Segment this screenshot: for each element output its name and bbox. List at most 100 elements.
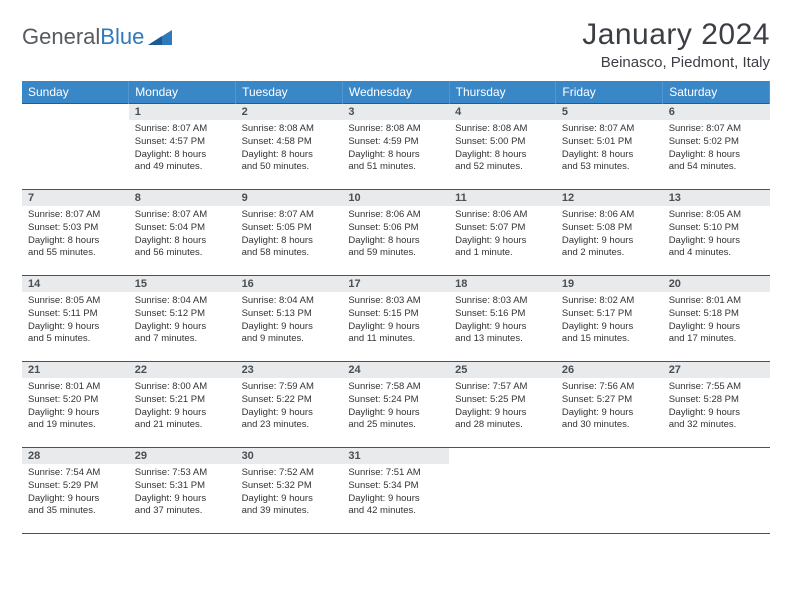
day-number: 9 [236, 190, 343, 206]
sunrise-text: Sunrise: 7:58 AM [348, 381, 443, 394]
logo-triangle-icon [148, 28, 172, 46]
day-data: Sunrise: 7:55 AMSunset: 5:28 PMDaylight:… [663, 378, 770, 436]
sunset-text: Sunset: 5:18 PM [669, 308, 764, 321]
day-number: 5 [556, 104, 663, 120]
calendar-week-row: 7Sunrise: 8:07 AMSunset: 5:03 PMDaylight… [22, 190, 770, 276]
day-data: Sunrise: 8:06 AMSunset: 5:07 PMDaylight:… [449, 206, 556, 264]
day-data: Sunrise: 8:01 AMSunset: 5:18 PMDaylight:… [663, 292, 770, 350]
day-number: 8 [129, 190, 236, 206]
sunrise-text: Sunrise: 8:07 AM [28, 209, 123, 222]
sunset-text: Sunset: 5:17 PM [562, 308, 657, 321]
day-data: Sunrise: 8:07 AMSunset: 5:03 PMDaylight:… [22, 206, 129, 264]
daylight-text: and 52 minutes. [455, 161, 550, 174]
day-number: 27 [663, 362, 770, 378]
daylight-text: and 15 minutes. [562, 333, 657, 346]
sunrise-text: Sunrise: 8:05 AM [669, 209, 764, 222]
calendar-cell: 23Sunrise: 7:59 AMSunset: 5:22 PMDayligh… [236, 362, 343, 448]
calendar-cell: 20Sunrise: 8:01 AMSunset: 5:18 PMDayligh… [663, 276, 770, 362]
day-data: Sunrise: 7:52 AMSunset: 5:32 PMDaylight:… [236, 464, 343, 522]
weekday-header: Saturday [663, 81, 770, 104]
calendar-cell: 28Sunrise: 7:54 AMSunset: 5:29 PMDayligh… [22, 448, 129, 534]
day-data: Sunrise: 8:01 AMSunset: 5:20 PMDaylight:… [22, 378, 129, 436]
day-data: Sunrise: 8:02 AMSunset: 5:17 PMDaylight:… [556, 292, 663, 350]
daylight-text: Daylight: 8 hours [455, 149, 550, 162]
sunrise-text: Sunrise: 8:04 AM [135, 295, 230, 308]
sunset-text: Sunset: 5:16 PM [455, 308, 550, 321]
daylight-text: Daylight: 8 hours [348, 235, 443, 248]
daylight-text: and 42 minutes. [348, 505, 443, 518]
daylight-text: Daylight: 9 hours [135, 493, 230, 506]
daylight-text: Daylight: 9 hours [562, 407, 657, 420]
day-data: Sunrise: 7:58 AMSunset: 5:24 PMDaylight:… [342, 378, 449, 436]
sunrise-text: Sunrise: 8:03 AM [348, 295, 443, 308]
daylight-text: and 50 minutes. [242, 161, 337, 174]
daylight-text: Daylight: 9 hours [562, 235, 657, 248]
calendar-cell: 3Sunrise: 8:08 AMSunset: 4:59 PMDaylight… [342, 104, 449, 190]
day-number: 31 [342, 448, 449, 464]
sunset-text: Sunset: 5:10 PM [669, 222, 764, 235]
calendar-cell: 11Sunrise: 8:06 AMSunset: 5:07 PMDayligh… [449, 190, 556, 276]
weekday-header: Wednesday [342, 81, 449, 104]
daylight-text: Daylight: 8 hours [242, 149, 337, 162]
day-number: 18 [449, 276, 556, 292]
day-number: 1 [129, 104, 236, 120]
sunset-text: Sunset: 5:27 PM [562, 394, 657, 407]
day-number: 29 [129, 448, 236, 464]
day-number: 23 [236, 362, 343, 378]
daylight-text: Daylight: 9 hours [242, 493, 337, 506]
calendar-week-row: 14Sunrise: 8:05 AMSunset: 5:11 PMDayligh… [22, 276, 770, 362]
sunrise-text: Sunrise: 8:07 AM [669, 123, 764, 136]
sunrise-text: Sunrise: 8:05 AM [28, 295, 123, 308]
sunset-text: Sunset: 5:11 PM [28, 308, 123, 321]
day-data: Sunrise: 8:07 AMSunset: 4:57 PMDaylight:… [129, 120, 236, 178]
calendar-cell: 2Sunrise: 8:08 AMSunset: 4:58 PMDaylight… [236, 104, 343, 190]
sunset-text: Sunset: 5:13 PM [242, 308, 337, 321]
daylight-text: and 7 minutes. [135, 333, 230, 346]
calendar-cell [556, 448, 663, 534]
sunrise-text: Sunrise: 7:55 AM [669, 381, 764, 394]
calendar-week-row: 1Sunrise: 8:07 AMSunset: 4:57 PMDaylight… [22, 104, 770, 190]
calendar-cell: 8Sunrise: 8:07 AMSunset: 5:04 PMDaylight… [129, 190, 236, 276]
sunrise-text: Sunrise: 7:51 AM [348, 467, 443, 480]
calendar-cell: 15Sunrise: 8:04 AMSunset: 5:12 PMDayligh… [129, 276, 236, 362]
weekday-header: Thursday [449, 81, 556, 104]
logo-text-blue: Blue [100, 24, 144, 50]
sunrise-text: Sunrise: 7:56 AM [562, 381, 657, 394]
calendar-cell: 26Sunrise: 7:56 AMSunset: 5:27 PMDayligh… [556, 362, 663, 448]
sunset-text: Sunset: 5:07 PM [455, 222, 550, 235]
calendar-cell: 29Sunrise: 7:53 AMSunset: 5:31 PMDayligh… [129, 448, 236, 534]
sunset-text: Sunset: 5:12 PM [135, 308, 230, 321]
sunset-text: Sunset: 5:00 PM [455, 136, 550, 149]
day-number: 12 [556, 190, 663, 206]
sunset-text: Sunset: 5:34 PM [348, 480, 443, 493]
sunset-text: Sunset: 4:57 PM [135, 136, 230, 149]
calendar-cell: 22Sunrise: 8:00 AMSunset: 5:21 PMDayligh… [129, 362, 236, 448]
sunset-text: Sunset: 5:04 PM [135, 222, 230, 235]
weekday-header: Tuesday [236, 81, 343, 104]
calendar-cell: 9Sunrise: 8:07 AMSunset: 5:05 PMDaylight… [236, 190, 343, 276]
daylight-text: Daylight: 9 hours [669, 321, 764, 334]
sunrise-text: Sunrise: 8:06 AM [348, 209, 443, 222]
calendar-cell [22, 104, 129, 190]
day-number: 25 [449, 362, 556, 378]
daylight-text: and 54 minutes. [669, 161, 764, 174]
day-number: 21 [22, 362, 129, 378]
daylight-text: Daylight: 9 hours [455, 321, 550, 334]
calendar-cell: 14Sunrise: 8:05 AMSunset: 5:11 PMDayligh… [22, 276, 129, 362]
logo-text-general: General [22, 24, 100, 50]
daylight-text: Daylight: 8 hours [28, 235, 123, 248]
calendar-cell: 16Sunrise: 8:04 AMSunset: 5:13 PMDayligh… [236, 276, 343, 362]
daylight-text: Daylight: 9 hours [348, 407, 443, 420]
day-data: Sunrise: 8:08 AMSunset: 4:58 PMDaylight:… [236, 120, 343, 178]
daylight-text: Daylight: 9 hours [28, 407, 123, 420]
sunset-text: Sunset: 5:25 PM [455, 394, 550, 407]
sunset-text: Sunset: 5:20 PM [28, 394, 123, 407]
daylight-text: and 56 minutes. [135, 247, 230, 260]
day-data: Sunrise: 8:07 AMSunset: 5:04 PMDaylight:… [129, 206, 236, 264]
day-data: Sunrise: 8:04 AMSunset: 5:12 PMDaylight:… [129, 292, 236, 350]
daylight-text: and 49 minutes. [135, 161, 230, 174]
day-data: Sunrise: 7:56 AMSunset: 5:27 PMDaylight:… [556, 378, 663, 436]
day-data: Sunrise: 8:05 AMSunset: 5:11 PMDaylight:… [22, 292, 129, 350]
title-block: January 2024 Beinasco, Piedmont, Italy [582, 18, 770, 71]
calendar-cell: 6Sunrise: 8:07 AMSunset: 5:02 PMDaylight… [663, 104, 770, 190]
